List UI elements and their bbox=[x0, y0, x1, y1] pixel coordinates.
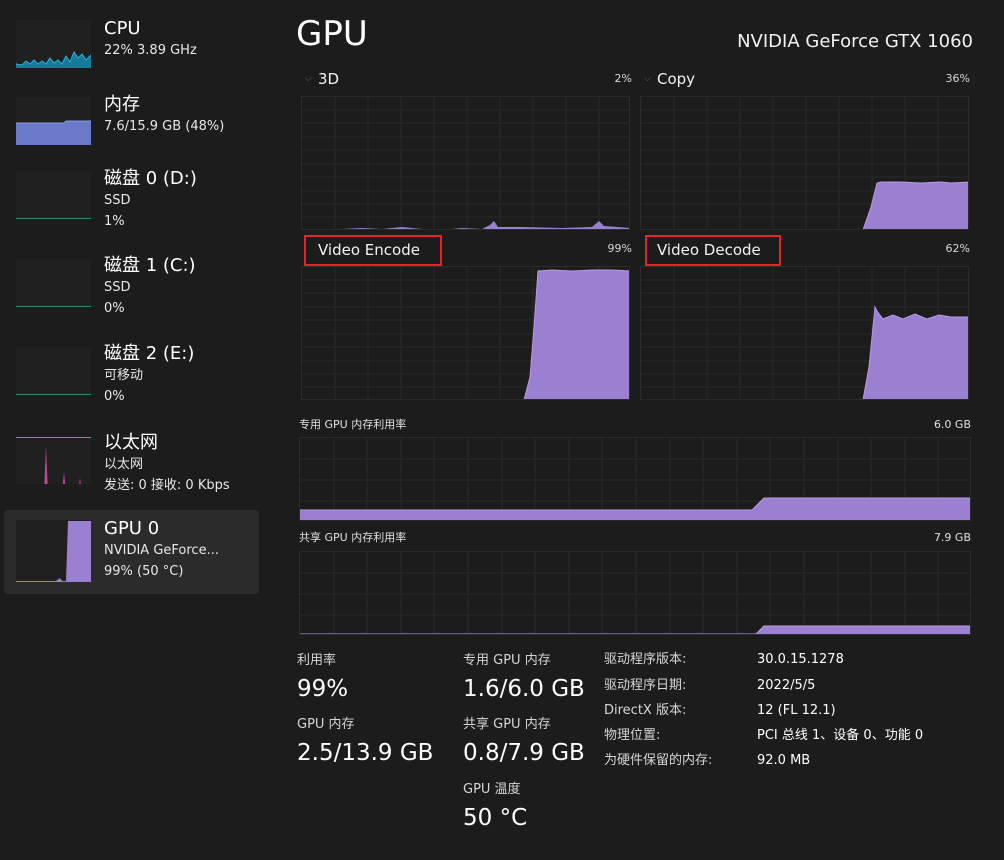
hardware-reserved-memory-value: 92.0 MB bbox=[757, 753, 811, 768]
dedicated-memory-graph bbox=[299, 437, 971, 521]
driver-date-label: 驱动程序日期: bbox=[604, 678, 687, 693]
physical-location-value: PCI 总线 1、设备 0、功能 0 bbox=[757, 728, 924, 743]
driver-version-label: 驱动程序版本: bbox=[604, 652, 687, 667]
sidebar-item-detail: 7.6/15.9 GB (48%) bbox=[104, 119, 225, 134]
sidebar-item-detail: NVIDIA GeForce... bbox=[104, 543, 219, 558]
shared-memory-label: 共享 GPU 内存 bbox=[463, 717, 551, 732]
engine-selector-video-encode[interactable]: Video Encode bbox=[318, 241, 420, 259]
engine-percent: 36% bbox=[945, 72, 970, 85]
sidebar-item-cpu[interactable]: CPU 22% 3.89 GHz bbox=[4, 12, 259, 96]
gpu-memory-label: GPU 内存 bbox=[297, 717, 355, 732]
sidebar-item-ethernet[interactable]: 以太网 以太网 发送: 0 接收: 0 Kbps bbox=[4, 424, 259, 508]
engine-selector-video-decode[interactable]: Video Decode bbox=[657, 241, 761, 259]
sidebar-item-title: CPU bbox=[104, 18, 141, 39]
engine-percent: 99% bbox=[607, 242, 632, 255]
utilization-value: 99% bbox=[297, 676, 349, 702]
hardware-reserved-memory-label: 为硬件保留的内存: bbox=[604, 753, 713, 768]
sidebar-item-title: 磁盘 0 (D:) bbox=[104, 168, 197, 189]
memory-thumbnail-graph bbox=[16, 97, 91, 145]
sidebar-item-detail: SSD bbox=[104, 280, 131, 295]
directx-version-value: 12 (FL 12.1) bbox=[757, 703, 836, 718]
sidebar-item-disk-1[interactable]: 磁盘 1 (C:) SSD 0% bbox=[4, 250, 259, 334]
chevron-down-icon[interactable]: ⌵ bbox=[644, 74, 651, 84]
sidebar-item-detail: 可移动 bbox=[104, 368, 144, 383]
sidebar-item-title: 以太网 bbox=[104, 432, 158, 453]
shared-memory-graph bbox=[299, 551, 971, 635]
gpu-temperature-label: GPU 温度 bbox=[463, 782, 521, 797]
engine-graph-video-decode bbox=[640, 266, 969, 400]
gpu-memory-value: 2.5/13.9 GB bbox=[297, 740, 434, 766]
cpu-thumbnail-graph bbox=[16, 20, 91, 68]
sidebar-item-title: 内存 bbox=[104, 94, 140, 115]
sidebar-item-detail: 1% bbox=[104, 214, 125, 229]
page-title: GPU bbox=[296, 14, 368, 54]
engine-graph-3d bbox=[301, 96, 630, 230]
video-encode-highlight bbox=[304, 235, 442, 266]
utilization-label: 利用率 bbox=[297, 653, 337, 668]
gpu-temperature-value: 50 °C bbox=[463, 805, 528, 831]
driver-version-value: 30.0.15.1278 bbox=[757, 652, 844, 667]
dedicated-memory-graph-label: 专用 GPU 内存利用率 bbox=[299, 418, 407, 431]
ethernet-thumbnail-graph bbox=[16, 436, 91, 484]
sidebar-item-disk-2[interactable]: 磁盘 2 (E:) 可移动 0% bbox=[4, 338, 259, 422]
sidebar-item-detail: 0% bbox=[104, 301, 125, 316]
shared-memory-graph-label: 共享 GPU 内存利用率 bbox=[299, 531, 407, 544]
engine-graph-copy bbox=[640, 96, 969, 230]
chevron-down-icon[interactable]: ⌵ bbox=[305, 74, 312, 84]
sidebar-item-title: GPU 0 bbox=[104, 518, 160, 539]
disk-2-thumbnail-graph bbox=[16, 347, 91, 395]
sidebar-item-detail: SSD bbox=[104, 193, 131, 208]
directx-version-label: DirectX 版本: bbox=[604, 703, 687, 718]
sidebar-item-detail: 22% 3.89 GHz bbox=[104, 43, 197, 58]
engine-selector-copy[interactable]: Copy bbox=[657, 70, 696, 88]
sidebar-item-title: 磁盘 1 (C:) bbox=[104, 255, 196, 276]
sidebar-item-gpu-0[interactable]: GPU 0 NVIDIA GeForce... 99% (50 °C) bbox=[4, 510, 259, 594]
driver-date-value: 2022/5/5 bbox=[757, 678, 816, 693]
engine-percent: 2% bbox=[614, 72, 632, 85]
disk-0-thumbnail-graph bbox=[16, 171, 91, 219]
gpu-device-name: NVIDIA GeForce GTX 1060 bbox=[737, 31, 973, 52]
sidebar-item-detail: 0% bbox=[104, 389, 125, 404]
sidebar-item-title: 磁盘 2 (E:) bbox=[104, 343, 195, 364]
video-decode-highlight bbox=[645, 235, 781, 266]
shared-memory-graph-max: 7.9 GB bbox=[933, 531, 971, 544]
engine-percent: 62% bbox=[945, 242, 970, 255]
sidebar-item-detail: 发送: 0 接收: 0 Kbps bbox=[104, 478, 230, 493]
dedicated-memory-label: 专用 GPU 内存 bbox=[463, 653, 551, 668]
sidebar-item-disk-0[interactable]: 磁盘 0 (D:) SSD 1% bbox=[4, 162, 259, 246]
engine-selector-3d[interactable]: 3D bbox=[318, 70, 340, 88]
sidebar-item-memory[interactable]: 内存 7.6/15.9 GB (48%) bbox=[4, 86, 259, 170]
physical-location-label: 物理位置: bbox=[604, 728, 661, 743]
dedicated-memory-graph-max: 6.0 GB bbox=[933, 418, 971, 431]
gpu-0-thumbnail-graph bbox=[16, 520, 91, 582]
shared-memory-value: 0.8/7.9 GB bbox=[463, 740, 585, 766]
sidebar-item-detail: 以太网 bbox=[104, 457, 144, 472]
disk-1-thumbnail-graph bbox=[16, 259, 91, 307]
engine-graph-video-encode bbox=[301, 266, 630, 400]
sidebar-item-detail: 99% (50 °C) bbox=[104, 564, 184, 579]
dedicated-memory-value: 1.6/6.0 GB bbox=[463, 676, 585, 702]
